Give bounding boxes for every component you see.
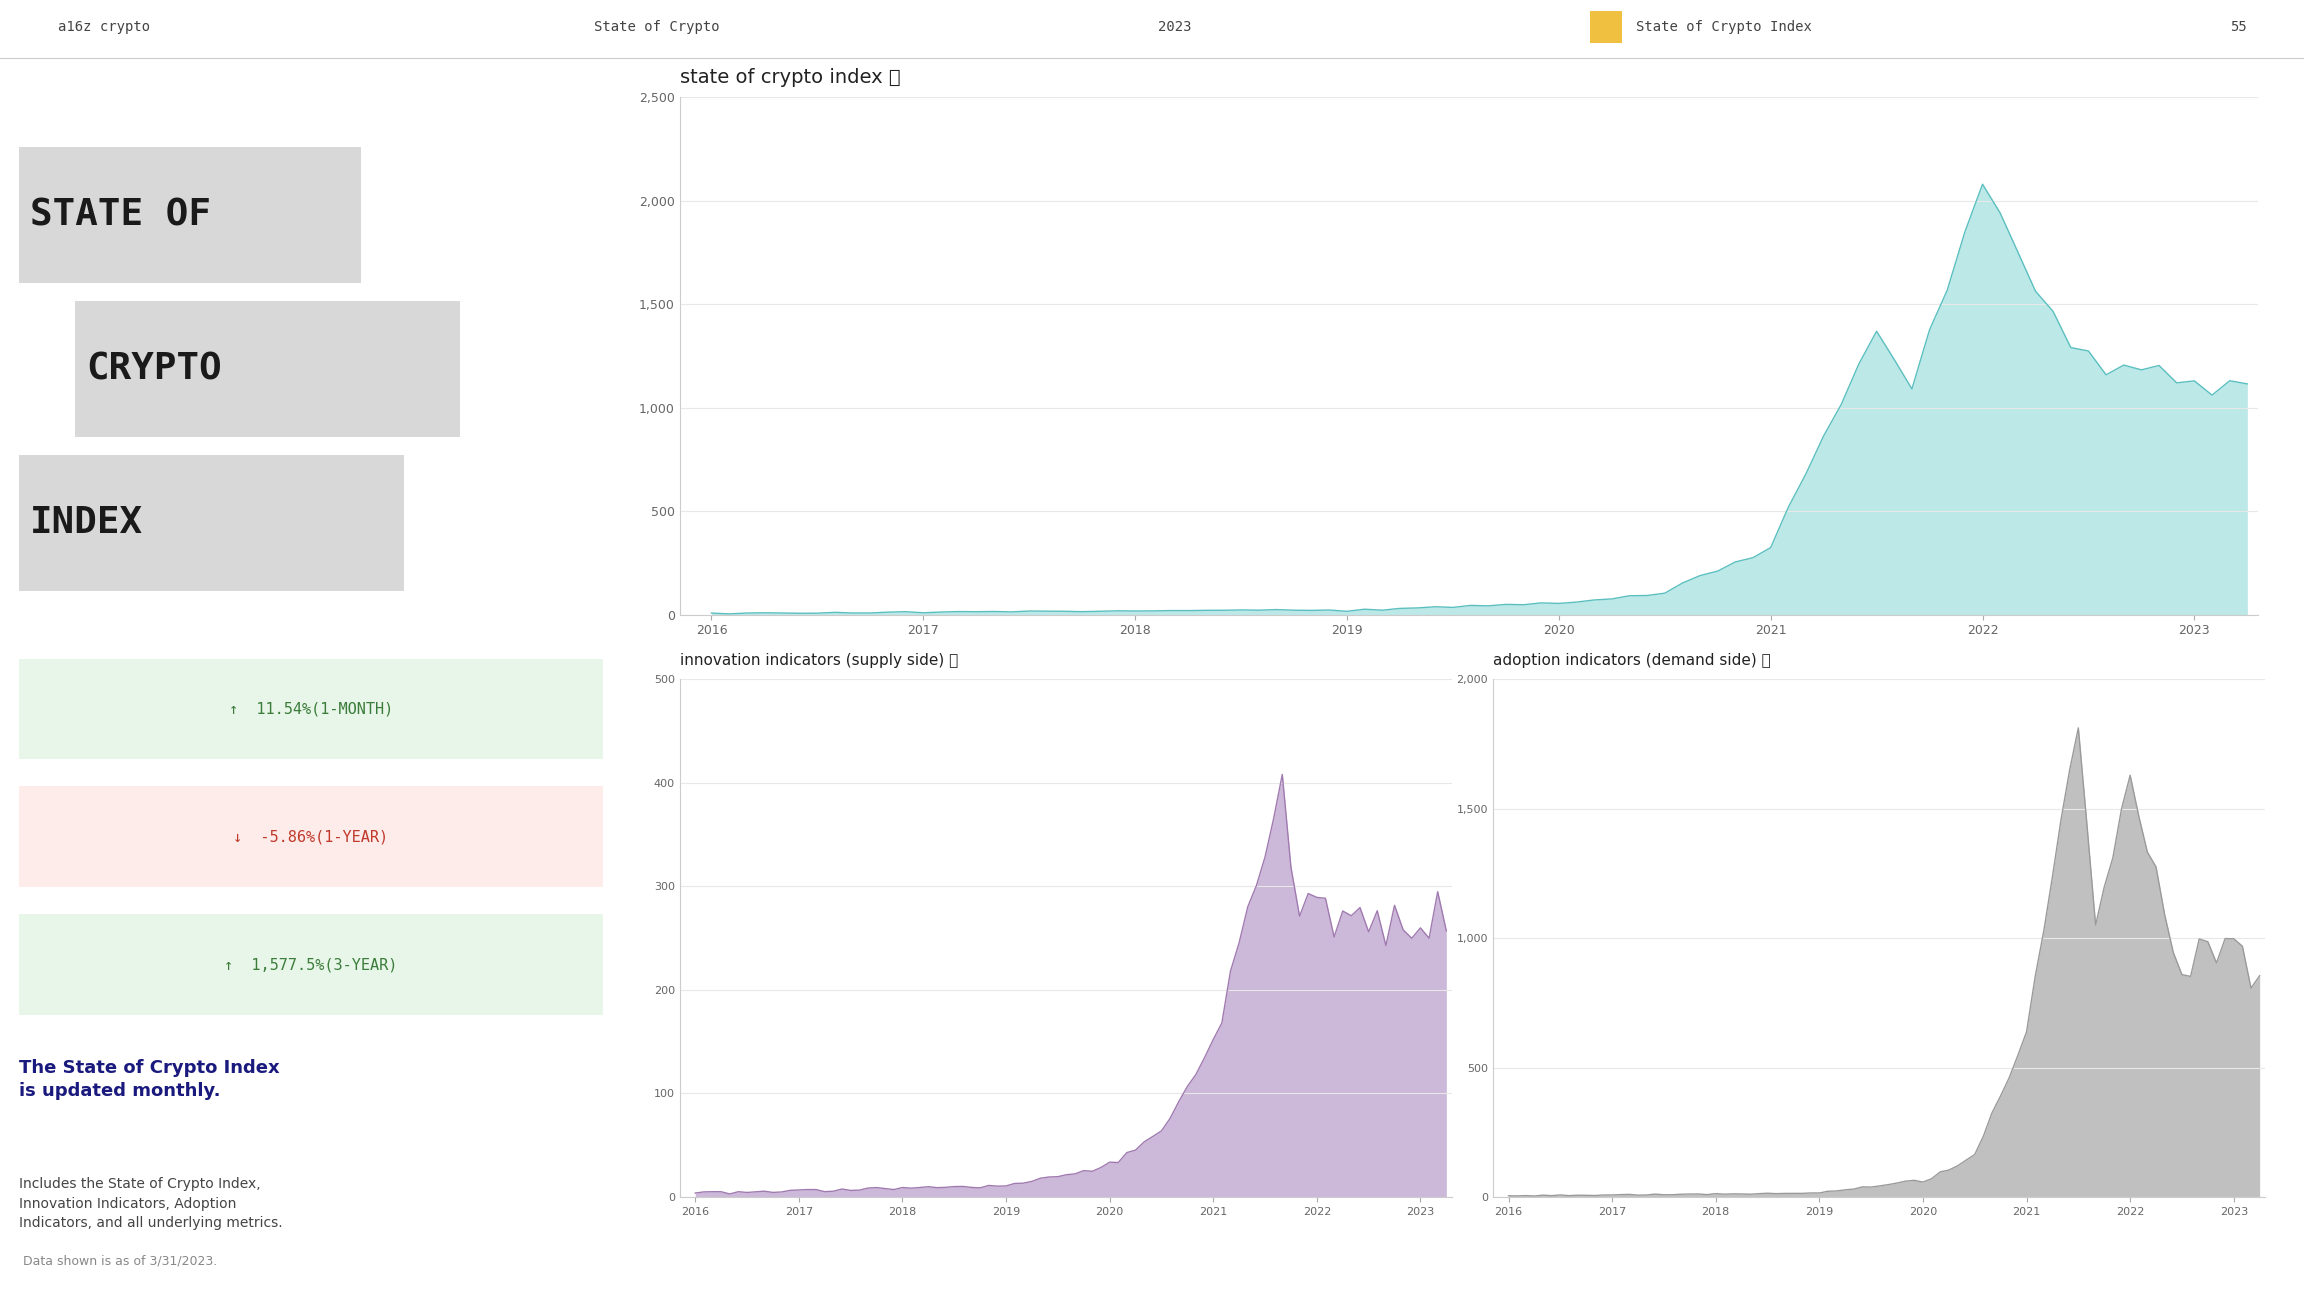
Bar [18,455,406,591]
Text: The State of Crypto Index
is updated monthly.: The State of Crypto Index is updated mon… [18,1058,279,1100]
Text: ↓  -5.86%(1-YEAR): ↓ -5.86%(1-YEAR) [233,829,389,844]
Text: State of Crypto Index: State of Crypto Index [1636,21,1811,34]
Text: adoption indicators (demand side) ⓘ: adoption indicators (demand side) ⓘ [1493,653,1772,669]
Text: STATE OF: STATE OF [30,197,212,233]
Text: 55: 55 [2230,21,2246,34]
Bar [18,915,604,1014]
Text: Includes the State of Crypto Index,
Innovation Indicators, Adoption
Indicators, : Includes the State of Crypto Index, Inno… [18,1178,283,1231]
Text: a16z crypto: a16z crypto [58,21,150,34]
Text: Data shown is as of 3/31/2023.: Data shown is as of 3/31/2023. [23,1255,217,1268]
Text: ↑  11.54%(1-MONTH): ↑ 11.54%(1-MONTH) [228,701,394,717]
Text: ↑  1,577.5%(3-YEAR): ↑ 1,577.5%(3-YEAR) [223,958,399,972]
Text: innovation indicators (supply side) ⓘ: innovation indicators (supply side) ⓘ [680,653,958,669]
Text: state of crypto index ⓘ: state of crypto index ⓘ [680,69,901,87]
Text: 2023: 2023 [1159,21,1191,34]
Bar [74,302,461,437]
Text: State of Crypto: State of Crypto [594,21,719,34]
Bar [18,148,362,283]
Text: CRYPTO: CRYPTO [85,351,221,387]
Bar [18,659,604,760]
FancyBboxPatch shape [1590,10,1622,44]
Bar [18,787,604,888]
Text: INDEX: INDEX [30,505,143,541]
